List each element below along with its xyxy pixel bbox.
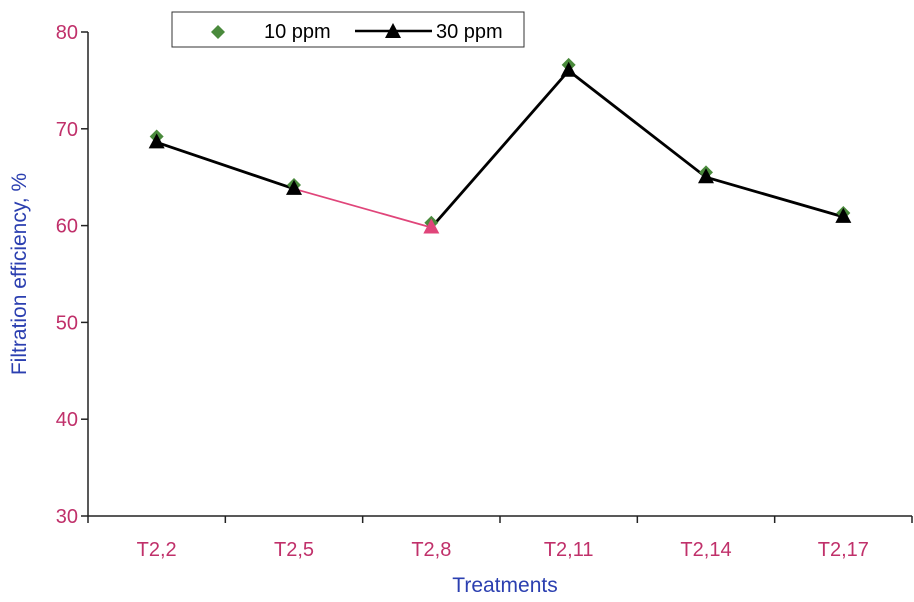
x-tick-label: T2,2 (137, 539, 177, 561)
y-tick-label: 60 (56, 216, 78, 238)
series-line-segment (293, 187, 432, 229)
series-layer (148, 57, 852, 234)
x-tick-label: T2,17 (818, 539, 869, 561)
legend-label-10ppm: 10 ppm (264, 21, 331, 43)
legend-label-30ppm: 30 ppm (436, 21, 503, 43)
series-line-segment (430, 69, 570, 229)
x-tick-label: T2,5 (274, 539, 314, 561)
legend-box (171, 11, 525, 48)
point-30ppm (148, 133, 165, 149)
point-30ppm (698, 168, 714, 184)
x-axis-title: Treatments (452, 574, 557, 597)
legend: 10 ppm 30 ppm (171, 11, 525, 48)
y-tick-label: 30 (56, 506, 78, 528)
x-tick-label: T2,8 (411, 539, 451, 561)
point-30ppm (423, 218, 440, 234)
y-tick-label: 40 (56, 409, 78, 431)
point-30ppm (286, 179, 302, 195)
point-30ppm (835, 207, 852, 223)
series-line-segment (705, 175, 844, 219)
x-tick-label: T2,14 (680, 539, 731, 561)
y-axis-title: Filtration efficiency, % (8, 173, 31, 375)
series-line-segment (156, 141, 295, 191)
axes (87, 32, 912, 517)
legend-marker-10ppm (211, 25, 225, 39)
legend-marker-30ppm (385, 23, 401, 38)
y-tick-label: 80 (56, 22, 78, 44)
point-30ppm (560, 61, 577, 77)
y-tick-label: 50 (56, 312, 78, 334)
x-ticks: T2,2 T2,5 T2,8 T2,11 T2,14 T2,17 (87, 516, 913, 561)
series-line-segment (567, 69, 707, 179)
y-tick-label: 70 (56, 119, 78, 141)
x-tick-label: T2,11 (544, 539, 594, 561)
y-ticks: 30 40 50 60 70 80 (56, 22, 88, 528)
